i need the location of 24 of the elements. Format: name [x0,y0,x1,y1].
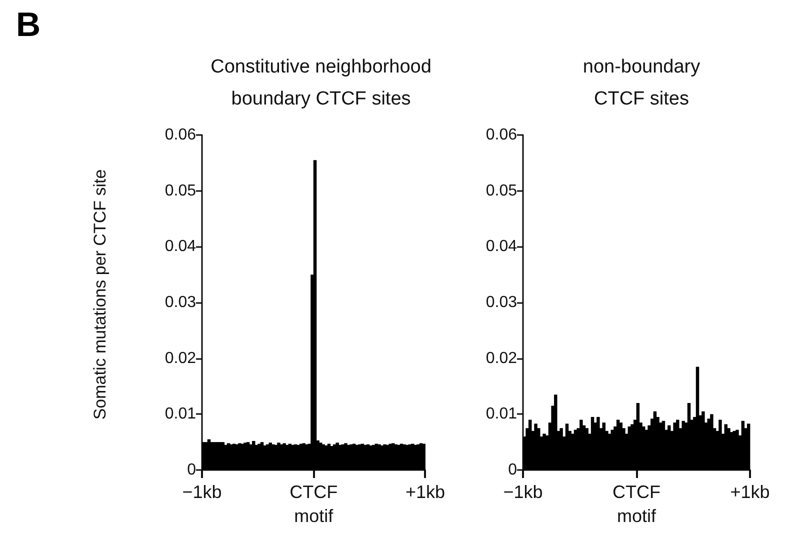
y-tick-label: 0 [508,462,518,478]
y-tick-label: 0.03 [164,294,196,311]
y-tick-label: 0.05 [486,182,518,200]
x-tick-label: +1kb [405,482,446,502]
y-tick-label: 0.04 [164,238,196,256]
y-tick-label: 0.03 [486,294,518,311]
y-tick-label: 0.02 [486,350,518,367]
y-tick-label: 0.06 [486,126,518,144]
x-tick-label: CTCF motif [290,482,338,526]
y-axis-title: Somatic mutations per CTCF site [90,169,110,420]
x-tick-label: CTCF motif [612,482,660,526]
x-tick-label: −1kb [503,482,543,502]
text: B [16,6,41,44]
y-tick-label: 0.04 [486,238,518,256]
y-tick-label: 0.01 [486,406,518,423]
x-tick-label: +1kb [730,482,770,502]
y-tick-label: 0.01 [164,406,196,423]
y-tick-label: 0 [187,462,196,478]
y-tick-label: 0.06 [164,126,196,144]
chart-title: Constitutive neighborhood boundary CTCF sites [210,56,432,110]
y-tick-label: 0.02 [164,350,196,367]
x-tick-label: −1kb [182,482,222,502]
chart-title: non-boundary CTCF sites [582,56,701,110]
y-tick-label: 0.05 [164,182,196,200]
